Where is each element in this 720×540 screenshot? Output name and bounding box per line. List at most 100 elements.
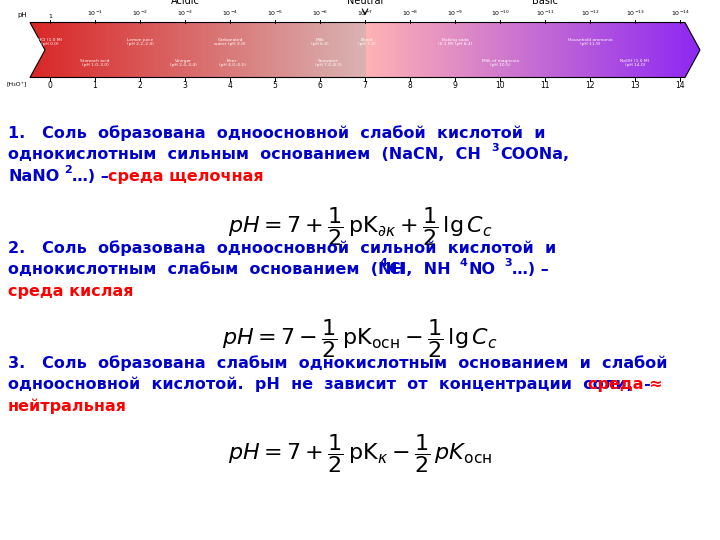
Bar — [104, 23, 105, 78]
Bar — [79, 23, 81, 78]
Bar — [580, 23, 582, 78]
Bar — [501, 23, 502, 78]
Bar — [299, 23, 300, 78]
Bar — [626, 23, 627, 78]
Bar — [199, 23, 200, 78]
Bar — [241, 23, 243, 78]
Text: Acidic: Acidic — [171, 0, 199, 6]
Bar — [142, 23, 143, 78]
Bar — [579, 23, 580, 78]
Text: $pH = 7 + \dfrac{1}{2}\,\mathrm{pK}_{\partial\kappa} + \dfrac{1}{2}\,\mathrm{lg}: $pH = 7 + \dfrac{1}{2}\,\mathrm{pK}_{\pa… — [228, 205, 492, 248]
Bar — [145, 23, 146, 78]
Bar — [75, 23, 76, 78]
Bar — [310, 23, 311, 78]
Bar — [614, 23, 615, 78]
Bar — [534, 23, 536, 78]
Bar — [78, 23, 79, 78]
Bar — [211, 23, 212, 78]
Text: 10$^{-2}$: 10$^{-2}$ — [132, 9, 148, 18]
Bar — [320, 23, 321, 78]
Bar — [350, 23, 351, 78]
Bar — [621, 23, 623, 78]
Bar — [496, 23, 498, 78]
Bar — [589, 23, 590, 78]
Bar — [441, 23, 443, 78]
Bar — [471, 23, 472, 78]
Bar — [57, 23, 58, 78]
Bar — [475, 23, 477, 78]
Bar — [123, 23, 124, 78]
Bar — [689, 23, 690, 78]
Bar — [237, 23, 238, 78]
Bar — [108, 23, 109, 78]
Bar — [659, 23, 660, 78]
Bar — [227, 23, 228, 78]
Bar — [287, 23, 289, 78]
Bar — [331, 23, 332, 78]
Bar — [344, 23, 346, 78]
Bar — [95, 23, 96, 78]
Bar — [494, 23, 495, 78]
Bar — [231, 23, 233, 78]
Bar — [223, 23, 225, 78]
Bar — [37, 23, 38, 78]
Bar — [304, 23, 305, 78]
Bar — [557, 23, 558, 78]
Bar — [120, 23, 121, 78]
Bar — [164, 23, 166, 78]
Bar — [267, 23, 269, 78]
Bar — [559, 23, 560, 78]
Bar — [315, 23, 316, 78]
Bar — [179, 23, 180, 78]
Bar — [633, 23, 634, 78]
Bar — [558, 23, 559, 78]
Bar — [256, 23, 257, 78]
Bar — [655, 23, 657, 78]
Bar — [302, 23, 303, 78]
Bar — [595, 23, 596, 78]
Bar — [404, 23, 405, 78]
Bar — [518, 23, 519, 78]
Text: Seawater
(pH 7.0–8.3): Seawater (pH 7.0–8.3) — [315, 58, 341, 68]
Bar — [623, 23, 624, 78]
Bar — [360, 23, 361, 78]
Text: Lemon juice
(pH 2.2–2.4): Lemon juice (pH 2.2–2.4) — [127, 38, 153, 46]
Bar — [359, 23, 360, 78]
Bar — [464, 23, 465, 78]
Bar — [93, 23, 94, 78]
Bar — [457, 23, 459, 78]
Bar — [379, 23, 380, 78]
Bar — [300, 23, 301, 78]
Bar — [63, 23, 65, 78]
Bar — [528, 23, 529, 78]
Bar — [444, 23, 445, 78]
Bar — [83, 23, 84, 78]
Bar — [216, 23, 217, 78]
Bar — [454, 23, 455, 78]
Bar — [99, 23, 101, 78]
Bar — [152, 23, 153, 78]
Bar — [163, 23, 164, 78]
Bar — [283, 23, 284, 78]
Bar — [160, 23, 161, 78]
Text: HCl (1.0 M)
(pH 0.0): HCl (1.0 M) (pH 0.0) — [38, 38, 62, 46]
Text: 4: 4 — [380, 258, 388, 268]
Bar — [509, 23, 510, 78]
Bar — [660, 23, 661, 78]
Bar — [675, 23, 677, 78]
Text: Vinegar
(pH 2.4–3.4): Vinegar (pH 2.4–3.4) — [170, 58, 197, 68]
Text: Milk
(pH 6.4): Milk (pH 6.4) — [311, 38, 329, 46]
Bar — [480, 23, 481, 78]
Bar — [49, 23, 50, 78]
Bar — [115, 23, 116, 78]
Bar — [190, 23, 191, 78]
Bar — [378, 23, 379, 78]
Bar — [204, 23, 206, 78]
Text: однокислотным  сильным  основанием  (NaCN,  CH: однокислотным сильным основанием (NaCN, … — [8, 147, 481, 162]
Bar — [641, 23, 642, 78]
Text: 2.   Соль  образована  одноосновной  сильной  кислотой  и: 2. Соль образована одноосновной сильной … — [8, 240, 557, 256]
Bar — [388, 23, 389, 78]
Text: 8: 8 — [408, 82, 413, 91]
Bar — [585, 23, 586, 78]
Bar — [669, 23, 670, 78]
